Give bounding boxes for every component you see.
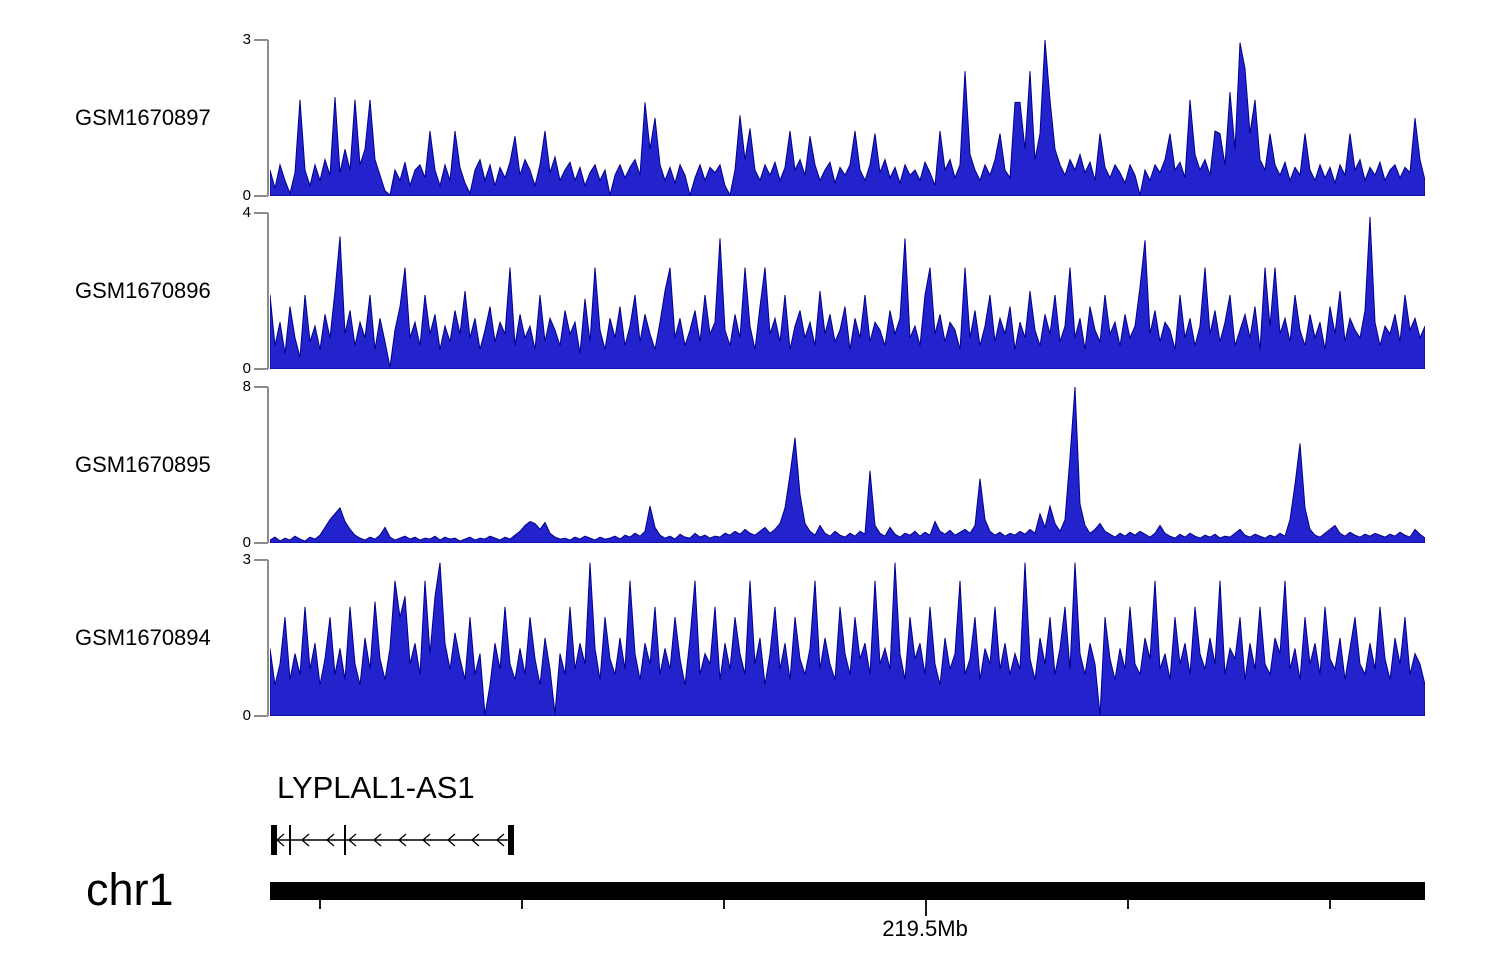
strand-arrow-left-icon: [422, 833, 431, 847]
track-label-gsm1670894: GSM1670894: [75, 625, 211, 650]
y-axis-min-label: 0: [242, 534, 251, 551]
y-axis-top-tick: [254, 559, 268, 561]
axis-tick: [723, 900, 725, 909]
y-axis-bottom-tick: [254, 195, 268, 197]
coverage-area: [270, 562, 1425, 716]
coverage-track-gsm1670895: [270, 387, 1425, 543]
coverage-area: [270, 216, 1425, 369]
y-axis-line: [267, 387, 269, 543]
strand-arrow-left-icon: [496, 833, 505, 847]
strand-arrow-left-icon: [471, 833, 480, 847]
y-axis-max-label: 3: [242, 31, 251, 48]
y-axis-max-label: 3: [242, 551, 251, 568]
strand-arrow-left-icon: [326, 833, 335, 847]
y-axis-line: [267, 213, 269, 369]
axis-tick: [1127, 900, 1129, 909]
y-axis-top-tick: [254, 386, 268, 388]
y-axis-line: [267, 560, 269, 716]
axis-tick: [925, 900, 927, 916]
axis-ticks: [270, 900, 1425, 920]
gene-model-lyplal1-as1: [271, 825, 514, 855]
chromosome-bar: [270, 882, 1425, 900]
coverage-track-gsm1670896: [270, 216, 1425, 369]
y-axis-min-label: 0: [242, 187, 251, 204]
y-axis-bottom-tick: [254, 368, 268, 370]
axis-tick: [319, 900, 321, 909]
gene-name-label: LYPLAL1-AS1: [277, 770, 475, 805]
coverage-area: [270, 387, 1425, 543]
y-axis-max-label: 4: [242, 204, 251, 221]
axis-tick: [1329, 900, 1331, 909]
coverage-track-gsm1670897: [270, 40, 1425, 196]
coverage-track-gsm1670894: [270, 562, 1425, 716]
coverage-area: [270, 40, 1425, 196]
axis-tick: [521, 900, 523, 909]
strand-arrow-left-icon: [348, 833, 357, 847]
axis-tick-label: 219.5Mb: [882, 916, 968, 941]
y-axis-min-label: 0: [242, 360, 251, 377]
track-label-gsm1670895: GSM1670895: [75, 452, 211, 477]
strand-arrow-left-icon: [301, 833, 310, 847]
thick-exon: [508, 825, 514, 855]
y-axis-top-tick: [254, 212, 268, 214]
track-label-gsm1670897: GSM1670897: [75, 105, 211, 130]
strand-arrow-left-icon: [398, 833, 407, 847]
y-axis-max-label: 8: [242, 378, 251, 395]
thick-exon: [271, 825, 277, 855]
y-axis-bottom-tick: [254, 715, 268, 717]
strand-arrow-left-icon: [373, 833, 382, 847]
strand-arrow-left-icon: [447, 833, 456, 847]
y-axis-line: [267, 40, 269, 196]
track-label-gsm1670896: GSM1670896: [75, 278, 211, 303]
chromosome-label: chr1: [86, 864, 174, 915]
strand-arrow-left-icon: [276, 833, 285, 847]
y-axis-min-label: 0: [242, 707, 251, 724]
y-axis-top-tick: [254, 39, 268, 41]
y-axis-bottom-tick: [254, 542, 268, 544]
